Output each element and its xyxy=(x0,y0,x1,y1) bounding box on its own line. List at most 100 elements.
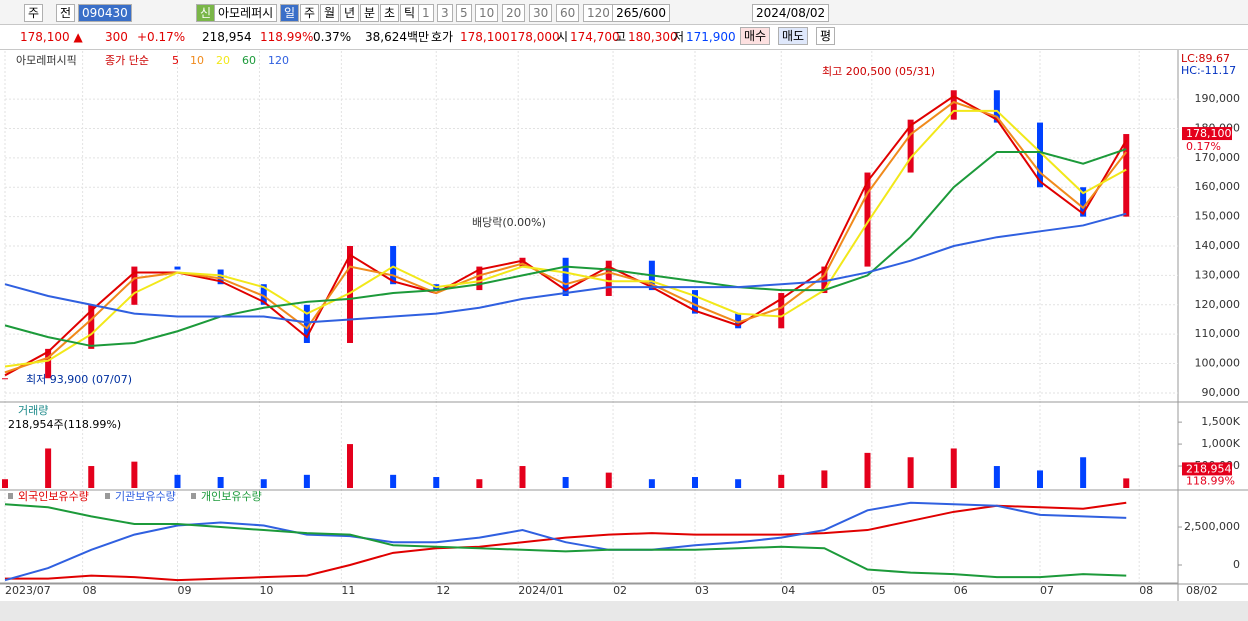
interval-button[interactable]: 120 xyxy=(583,4,614,22)
x-tick-label: 04 xyxy=(781,584,795,597)
volume-bar xyxy=(605,472,612,488)
x-tick-label: 09 xyxy=(178,584,192,597)
stock-name[interactable]: 아모레퍼시 xyxy=(214,4,278,22)
candle xyxy=(88,304,95,349)
y-tick-label: 120,000 xyxy=(1195,298,1241,311)
sell-button[interactable]: 매도 xyxy=(778,27,809,45)
candle xyxy=(347,246,353,343)
candle xyxy=(131,266,138,305)
x-tick-label: 05 xyxy=(872,584,886,597)
candle xyxy=(778,293,785,329)
volume-bar xyxy=(864,452,871,488)
volume-bar xyxy=(347,444,353,488)
volume-bar xyxy=(692,477,698,488)
interval-button[interactable]: 10 xyxy=(475,4,499,22)
count-total: /600 xyxy=(639,6,666,20)
x-tick-label: 2023/07 xyxy=(5,584,51,597)
series-line xyxy=(4,109,1127,368)
amount: 38,624백만 xyxy=(365,30,430,44)
buy-button[interactable]: 매수 xyxy=(740,27,771,45)
avg-button[interactable]: 평 xyxy=(816,27,836,45)
interval-button[interactable]: 60 xyxy=(556,4,580,22)
volume-bar xyxy=(648,479,655,488)
high-label: 고 xyxy=(615,30,627,44)
period-button[interactable]: 주 xyxy=(300,4,320,22)
y-tick-label: 140,000 xyxy=(1195,239,1241,252)
legend-entry: 20 xyxy=(216,54,230,67)
period-button[interactable]: 틱 xyxy=(400,4,420,22)
prev[interactable]: 전 xyxy=(56,4,76,22)
volume-bar xyxy=(993,466,1000,488)
toolbar: 주 전 090430 신 아모레퍼시 일 주 월 년 분 초 틱 1 3 5 10 20 30 60 120… xyxy=(0,0,1248,25)
period-button[interactable]: 년 xyxy=(340,4,360,22)
annotation: 최저 93,900 (07/07) xyxy=(26,373,132,386)
period-button[interactable]: 분 xyxy=(360,4,380,22)
ask-label: 호가 xyxy=(431,30,454,44)
candle xyxy=(303,304,310,343)
candle xyxy=(864,172,871,267)
volume-bar xyxy=(390,474,397,488)
volume-bar xyxy=(1080,457,1087,488)
x-tick-label: 07 xyxy=(1040,584,1054,597)
period-button[interactable]: 초 xyxy=(380,4,400,22)
interval-button[interactable]: 1 xyxy=(418,4,434,22)
y-tick-label: 1,000K xyxy=(1201,437,1240,450)
candle xyxy=(1080,187,1087,217)
x-tick-label: 03 xyxy=(695,584,709,597)
period-button[interactable]: 일 xyxy=(280,4,300,22)
x-tick-label: 06 xyxy=(954,584,968,597)
volume-bar xyxy=(433,477,440,488)
volume-bar xyxy=(778,474,785,488)
volume-bar xyxy=(45,448,52,488)
series-line xyxy=(4,212,1127,324)
bid: 178,000 xyxy=(510,30,560,44)
y-tick-label: 2,500,000 xyxy=(1184,520,1240,533)
period-button[interactable]: 월 xyxy=(320,4,340,22)
legend-entry: 5 xyxy=(172,54,179,67)
candle xyxy=(562,257,569,296)
interval-button[interactable]: 30 xyxy=(529,4,553,22)
candle xyxy=(45,348,52,379)
candle xyxy=(519,257,526,267)
code[interactable]: 090430 xyxy=(78,4,132,22)
volume-bar xyxy=(519,466,526,488)
volume-bar xyxy=(88,466,95,488)
ask: 178,100 xyxy=(460,30,510,44)
candle xyxy=(217,269,224,285)
interval-button[interactable]: 3 xyxy=(437,4,453,22)
count[interactable]: 265/600 xyxy=(612,4,670,22)
count-value: 265 xyxy=(616,6,640,20)
last-price-box xyxy=(1182,127,1232,141)
x-tick-label: 2024/01 xyxy=(518,584,564,597)
volume: 218,954 xyxy=(202,30,252,44)
mode[interactable]: 주 xyxy=(24,4,44,22)
x-tick-label: 08 xyxy=(83,584,97,597)
series-line xyxy=(4,503,1127,579)
quote-bar: 178,100 ▲ 300 +0.17% 218,954 118.99% 0.3… xyxy=(0,25,1248,50)
candle xyxy=(174,266,181,270)
last-ratio: 118.99% xyxy=(1186,474,1235,487)
y-tick-label: 190,000 xyxy=(1195,92,1241,105)
interval-button[interactable]: 20 xyxy=(502,4,526,22)
open-label: 시 xyxy=(557,30,569,44)
volume-bar xyxy=(907,457,914,488)
candle xyxy=(2,378,8,380)
x-tick-label: 02 xyxy=(613,584,627,597)
interval-button[interactable]: 5 xyxy=(456,4,472,22)
annotation: LC:89.67 xyxy=(1181,52,1230,65)
legend-swatch xyxy=(105,493,110,499)
scrollbar[interactable] xyxy=(0,601,1248,621)
high: 180,300 xyxy=(628,30,678,44)
x-tick-label: 10 xyxy=(259,584,273,597)
series-line xyxy=(4,148,1127,347)
volume-bar xyxy=(260,479,267,488)
legend-prefix: 종가 단순 xyxy=(105,54,149,67)
volume-bar xyxy=(1037,470,1043,488)
price: 178,100 ▲ xyxy=(20,30,83,44)
volume-bar xyxy=(950,448,957,488)
volume-bar xyxy=(476,479,483,488)
date[interactable]: 2024/08/02 xyxy=(752,4,830,22)
turnover: 0.37% xyxy=(313,30,352,44)
x-tick-label: 12 xyxy=(436,584,450,597)
